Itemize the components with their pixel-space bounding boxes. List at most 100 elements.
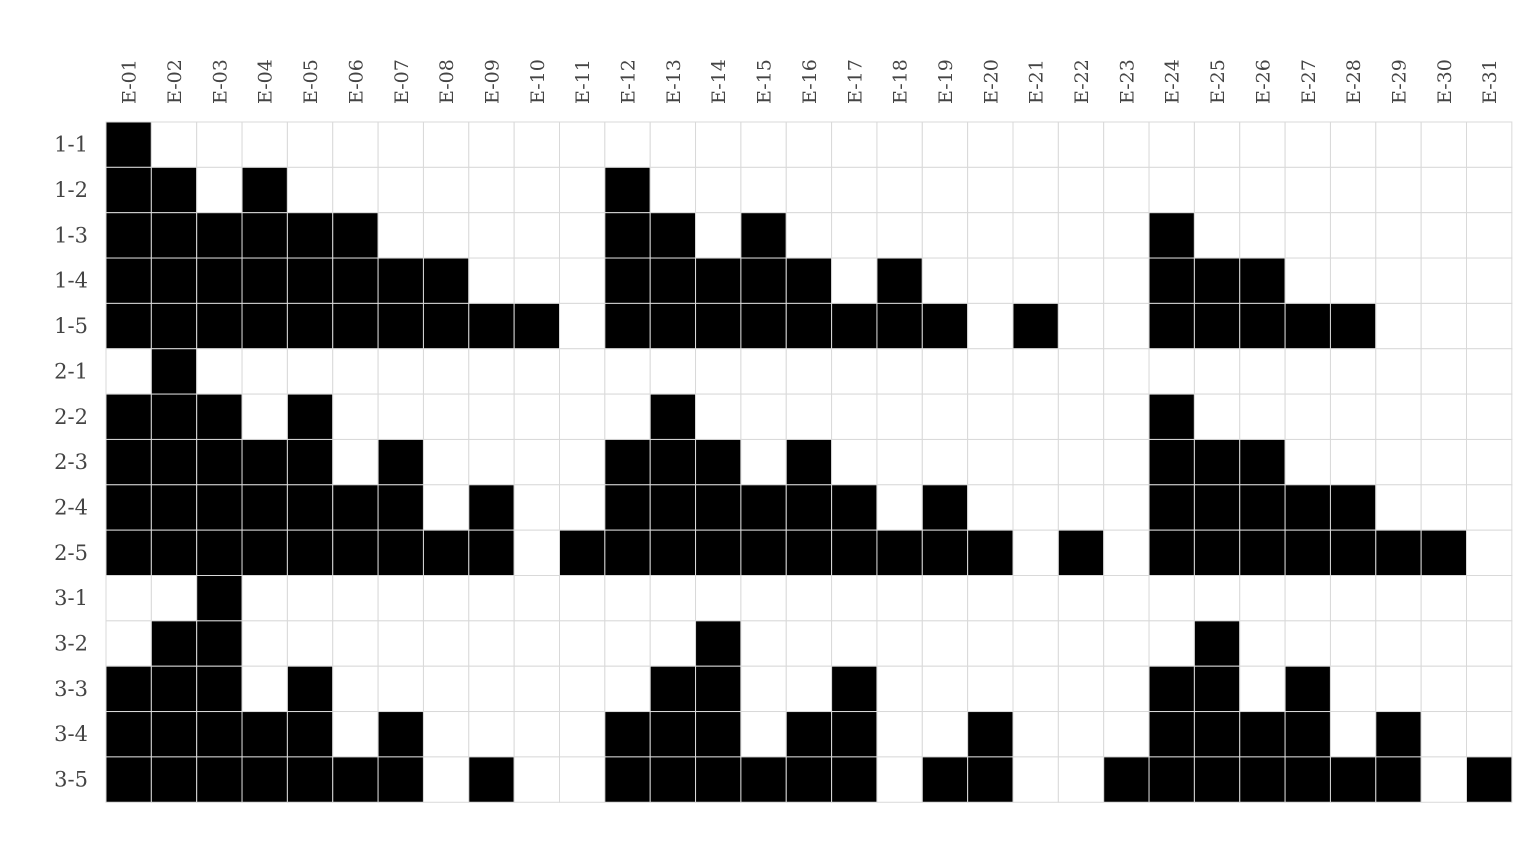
heatmap-cell-2-2-E-03 [196, 393, 243, 440]
heatmap-cell-1-3-E-20 [967, 212, 1014, 259]
column-label-E-10: E-10 [527, 59, 549, 104]
heatmap-cell-1-1-E-08 [422, 121, 470, 168]
heatmap-cell-1-4-E-16 [785, 257, 833, 304]
heatmap-cell-2-1-E-28 [1329, 348, 1377, 395]
heatmap-cell-3-3-E-06 [332, 665, 379, 713]
heatmap-cell-3-1-E-17 [831, 575, 878, 622]
heatmap-cell-2-4-E-05 [286, 484, 334, 531]
column-label-E-08: E-08 [436, 59, 458, 104]
heatmap-cell-1-5-E-30 [1420, 302, 1468, 350]
heatmap-cell-1-4-E-21 [1012, 257, 1059, 304]
heatmap-cell-3-3-E-16 [785, 665, 833, 713]
heatmap-cell-3-1-E-23 [1103, 575, 1150, 622]
heatmap-cell-3-1-E-06 [332, 575, 379, 622]
heatmap-cell-1-4-E-29 [1375, 257, 1422, 304]
heatmap-cell-2-1-E-13 [649, 348, 697, 395]
heatmap-cell-1-4-E-09 [468, 257, 515, 304]
heatmap-cell-2-3-E-08 [422, 438, 470, 486]
heatmap-cell-3-2-E-10 [513, 620, 561, 667]
heatmap-cell-1-1-E-09 [468, 121, 515, 168]
column-label-E-17: E-17 [844, 59, 866, 104]
heatmap-cell-3-4-E-06 [332, 711, 379, 758]
heatmap-cell-2-2-E-21 [1012, 393, 1059, 440]
heatmap-cell-1-3-E-16 [785, 212, 833, 259]
heatmap-cell-3-1-E-09 [468, 575, 515, 622]
heatmap-cell-1-2-E-07 [377, 166, 424, 214]
heatmap-cell-3-5-E-02 [150, 756, 198, 803]
heatmap-cell-3-3-E-18 [876, 665, 923, 713]
heatmap-cell-1-3-E-11 [559, 212, 606, 259]
heatmap-cell-2-1-E-07 [377, 348, 424, 395]
heatmap-cell-3-3-E-12 [604, 665, 651, 713]
heatmap-cell-2-4-E-25 [1193, 484, 1241, 531]
heatmap-cell-3-2-E-09 [468, 620, 515, 667]
column-label-E-25: E-25 [1207, 59, 1229, 104]
row-label-3-4: 3-4 [54, 722, 88, 746]
heatmap-cell-2-3-E-02 [150, 438, 198, 486]
heatmap-cell-3-1-E-27 [1284, 575, 1331, 622]
heatmap-cell-3-1-E-25 [1193, 575, 1241, 622]
heatmap-cell-3-5-E-14 [695, 756, 742, 803]
heatmap-cell-1-5-E-12 [604, 302, 651, 350]
heatmap-cell-3-2-E-04 [241, 620, 288, 667]
heatmap-cell-1-3-E-26 [1239, 212, 1286, 259]
heatmap-cell-3-5-E-20 [967, 756, 1014, 803]
heatmap-cell-2-5-E-07 [377, 529, 424, 577]
heatmap-cell-1-1-E-25 [1193, 121, 1241, 168]
heatmap-cell-3-3-E-30 [1420, 665, 1468, 713]
heatmap-cell-2-1-E-05 [286, 348, 334, 395]
heatmap-cell-3-1-E-01 [105, 575, 152, 622]
heatmap-cell-1-5-E-05 [286, 302, 334, 350]
heatmap-cell-1-2-E-11 [559, 166, 606, 214]
heatmap-cell-3-3-E-13 [649, 665, 697, 713]
heatmap-cell-2-5-E-15 [740, 529, 787, 577]
heatmap-cell-3-2-E-14 [695, 620, 742, 667]
heatmap-cell-2-2-E-02 [150, 393, 198, 440]
heatmap-cell-3-4-E-17 [831, 711, 878, 758]
heatmap-cell-2-1-E-09 [468, 348, 515, 395]
heatmap-cell-1-2-E-05 [286, 166, 334, 214]
heatmap-cell-3-3-E-29 [1375, 665, 1422, 713]
heatmap-cell-2-4-E-27 [1284, 484, 1331, 531]
heatmap-cell-3-2-E-03 [196, 620, 243, 667]
heatmap-cell-1-2-E-16 [785, 166, 833, 214]
heatmap-cell-1-4-E-26 [1239, 257, 1286, 304]
heatmap-cell-3-4-E-21 [1012, 711, 1059, 758]
heatmap-cell-2-3-E-29 [1375, 438, 1422, 486]
heatmap-cell-2-2-E-14 [695, 393, 742, 440]
heatmap-cell-1-5-E-26 [1239, 302, 1286, 350]
heatmap-cell-3-5-E-23 [1103, 756, 1150, 803]
heatmap-cell-2-4-E-12 [604, 484, 651, 531]
heatmap-cell-1-3-E-30 [1420, 212, 1468, 259]
heatmap-cell-1-2-E-24 [1148, 166, 1195, 214]
heatmap-cell-1-3-E-12 [604, 212, 651, 259]
heatmap-cell-3-3-E-22 [1057, 665, 1105, 713]
heatmap-cell-1-5-E-11 [559, 302, 606, 350]
heatmap-cell-3-1-E-22 [1057, 575, 1105, 622]
heatmap-cell-2-4-E-22 [1057, 484, 1105, 531]
heatmap-cell-1-1-E-16 [785, 121, 833, 168]
heatmap-cell-2-4-E-16 [785, 484, 833, 531]
heatmap-cell-3-4-E-05 [286, 711, 334, 758]
heatmap-cell-1-4-E-17 [831, 257, 878, 304]
heatmap-cell-3-4-E-11 [559, 711, 606, 758]
heatmap-cell-1-5-E-13 [649, 302, 697, 350]
heatmap-cell-2-3-E-26 [1239, 438, 1286, 486]
heatmap-cell-2-4-E-13 [649, 484, 697, 531]
heatmap-cell-3-4-E-25 [1193, 711, 1241, 758]
heatmap-cell-1-2-E-21 [1012, 166, 1059, 214]
heatmap-cell-1-2-E-27 [1284, 166, 1331, 214]
heatmap-cell-3-4-E-23 [1103, 711, 1150, 758]
heatmap-cell-2-3-E-01 [105, 438, 152, 486]
heatmap-cell-3-4-E-16 [785, 711, 833, 758]
heatmap-cell-2-2-E-10 [513, 393, 561, 440]
heatmap-cell-3-2-E-17 [831, 620, 878, 667]
heatmap-cell-1-5-E-04 [241, 302, 288, 350]
heatmap-cell-1-4-E-12 [604, 257, 651, 304]
heatmap-cell-2-3-E-15 [740, 438, 787, 486]
heatmap-cell-3-4-E-26 [1239, 711, 1286, 758]
heatmap-cell-2-5-E-08 [422, 529, 470, 577]
heatmap-cell-3-5-E-04 [241, 756, 288, 803]
heatmap-cell-3-5-E-12 [604, 756, 651, 803]
heatmap-cell-1-4-E-23 [1103, 257, 1150, 304]
